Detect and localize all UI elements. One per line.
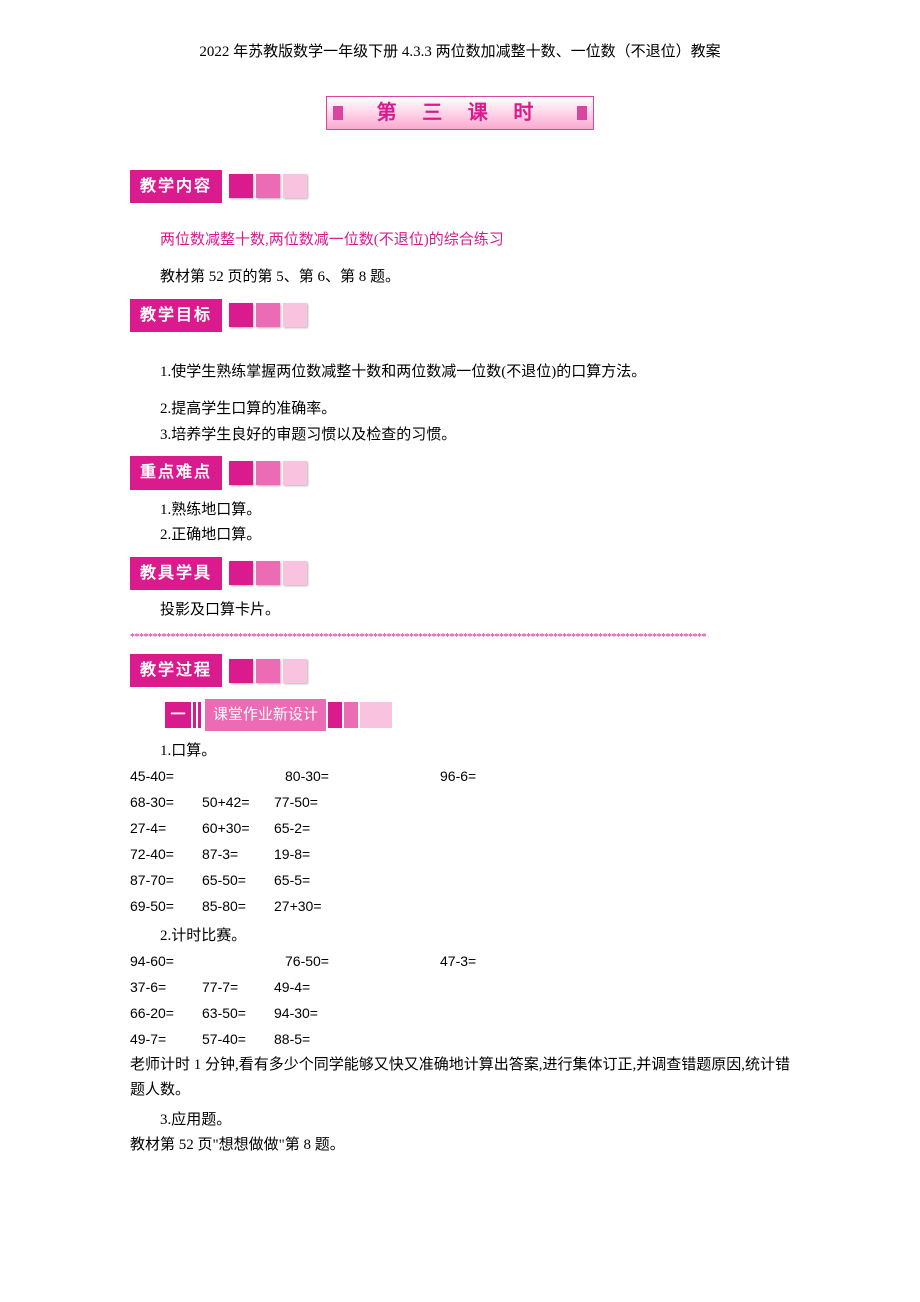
equation-cell: 37-6= xyxy=(130,975,202,1001)
equation-cell: 72-40= xyxy=(130,842,202,868)
decor-box xyxy=(344,702,358,728)
decor-box xyxy=(229,461,253,485)
goal-item: 1.使学生熟练掌握两位数减整十数和两位数减一位数(不退位)的口算方法。 xyxy=(0,360,920,386)
equation-cell: 76-50= xyxy=(285,949,440,975)
section-label: 教具学具 xyxy=(130,557,222,590)
divider: ****************************************… xyxy=(0,629,920,646)
tools-text: 投影及口算卡片。 xyxy=(0,598,920,624)
decor-box xyxy=(256,659,280,683)
section-label: 重点难点 xyxy=(130,456,222,489)
equation-cell: 65-50= xyxy=(202,868,274,894)
section-tools-header: 教具学具 xyxy=(130,557,920,590)
decor-box xyxy=(256,174,280,198)
equation-row: 94-60=76-50=47-3= xyxy=(0,949,920,975)
equation-cell: 88-5= xyxy=(274,1027,346,1053)
decor-box xyxy=(283,174,307,198)
equation-row: 49-7=57-40=88-5= xyxy=(0,1027,920,1053)
equation-cell: 94-30= xyxy=(274,1001,346,1027)
equation-cell: 50+42= xyxy=(202,790,274,816)
section-label: 教学过程 xyxy=(130,654,222,687)
equation-row: 72-40=87-3=19-8= xyxy=(0,842,920,868)
equation-cell: 87-70= xyxy=(130,868,202,894)
goal-item: 3.培养学生良好的审题习惯以及检查的习惯。 xyxy=(0,423,920,449)
decor-box xyxy=(229,659,253,683)
equation-cell: 77-7= xyxy=(202,975,274,1001)
section-label: 教学内容 xyxy=(130,170,222,203)
textbook-ref: 教材第 52 页的第 5、第 6、第 8 题。 xyxy=(0,265,920,291)
equation-row: 87-70=65-50=65-5= xyxy=(0,868,920,894)
decor-boxes xyxy=(226,174,307,198)
q3-ref: 教材第 52 页"想想做做"第 8 题。 xyxy=(0,1133,920,1159)
equation-cell: 96-6= xyxy=(440,764,512,790)
section-goals-header: 教学目标 xyxy=(130,299,920,332)
equation-cell: 87-3= xyxy=(202,842,274,868)
q2-head: 2.计时比赛。 xyxy=(0,924,920,950)
decor-box xyxy=(256,561,280,585)
section-process-header: 教学过程 xyxy=(130,654,920,687)
section-keypoints-header: 重点难点 xyxy=(130,456,920,489)
equation-row: 45-40=80-30=96-6= xyxy=(0,764,920,790)
equation-cell: 68-30= xyxy=(130,790,202,816)
page-title: 2022 年苏教版数学一年级下册 4.3.3 两位数加减整十数、一位数（不退位）… xyxy=(0,40,920,66)
equation-cell: 49-4= xyxy=(274,975,346,1001)
lesson-banner: 第 三 课 时 xyxy=(326,96,594,130)
decor-boxes xyxy=(226,303,307,327)
decor-box xyxy=(256,461,280,485)
equation-cell: 47-3= xyxy=(440,949,512,975)
decor-bars xyxy=(193,702,203,728)
equation-cell: 27-4= xyxy=(130,816,202,842)
equation-cell: 60+30= xyxy=(202,816,274,842)
decor-boxes xyxy=(226,461,307,485)
equation-cell: 27+30= xyxy=(274,894,346,920)
equation-row: 69-50=85-80=27+30= xyxy=(0,894,920,920)
section-label: 教学目标 xyxy=(130,299,222,332)
equation-row: 68-30=50+42=77-50= xyxy=(0,790,920,816)
goal-item: 2.提高学生口算的准确率。 xyxy=(0,397,920,423)
keypoint-item: 2.正确地口算。 xyxy=(0,523,920,549)
decor-box xyxy=(229,303,253,327)
q1-head: 1.口算。 xyxy=(0,739,920,765)
equation-cell: 65-5= xyxy=(274,868,346,894)
decor-box xyxy=(283,561,307,585)
content-subtitle: 两位数减整十数,两位数减一位数(不退位)的综合练习 xyxy=(0,228,920,254)
q2-table: 94-60=76-50=47-3=37-6=77-7=49-4=66-20=63… xyxy=(0,949,920,1053)
subsection-label: 课堂作业新设计 xyxy=(205,699,326,731)
lesson-banner-text: 第 三 课 时 xyxy=(377,96,544,130)
decor-boxes xyxy=(226,659,307,683)
decor-boxes xyxy=(226,561,307,585)
equation-cell: 69-50= xyxy=(130,894,202,920)
subsection-banner: 一 课堂作业新设计 xyxy=(165,699,920,731)
equation-cell: 45-40= xyxy=(130,764,285,790)
decor-box xyxy=(283,659,307,683)
equation-row: 27-4=60+30=65-2= xyxy=(0,816,920,842)
equation-cell: 77-50= xyxy=(274,790,346,816)
decor-box xyxy=(328,702,342,728)
equation-cell: 85-80= xyxy=(202,894,274,920)
q2-note: 老师计时 1 分钟,看有多少个同学能够又快又准确地计算出答案,进行集体订正,并调… xyxy=(0,1053,920,1104)
decor-box xyxy=(256,303,280,327)
equation-cell: 66-20= xyxy=(130,1001,202,1027)
equation-row: 66-20=63-50=94-30= xyxy=(0,1001,920,1027)
q3-head: 3.应用题。 xyxy=(0,1108,920,1134)
equation-cell: 49-7= xyxy=(130,1027,202,1053)
equation-cell: 94-60= xyxy=(130,949,285,975)
subsection-num: 一 xyxy=(165,702,191,728)
equation-cell: 65-2= xyxy=(274,816,346,842)
equation-cell: 57-40= xyxy=(202,1027,274,1053)
equation-cell: 63-50= xyxy=(202,1001,274,1027)
decor-box xyxy=(229,174,253,198)
equation-cell: 80-30= xyxy=(285,764,440,790)
equation-cell: 19-8= xyxy=(274,842,346,868)
decor-box xyxy=(283,461,307,485)
q1-table: 45-40=80-30=96-6=68-30=50+42=77-50=27-4=… xyxy=(0,764,920,919)
section-content-header: 教学内容 xyxy=(130,170,920,203)
equation-row: 37-6=77-7=49-4= xyxy=(0,975,920,1001)
decor-box xyxy=(360,702,392,728)
decor-box xyxy=(229,561,253,585)
decor-box xyxy=(283,303,307,327)
keypoint-item: 1.熟练地口算。 xyxy=(0,498,920,524)
